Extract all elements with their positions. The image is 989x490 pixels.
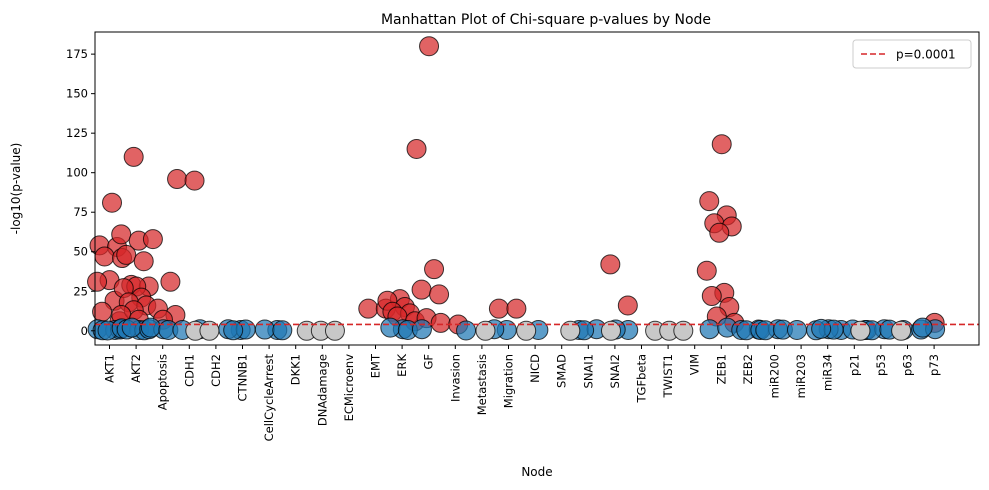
x-tick-label: VIM	[688, 354, 702, 375]
y-axis-label: -log10(p-value)	[9, 143, 23, 235]
data-point-significant	[133, 251, 154, 272]
y-tick-label: 0	[81, 324, 88, 338]
data-point-no-data	[850, 320, 871, 341]
data-point-significant	[184, 170, 205, 191]
y-tick-label: 50	[73, 245, 88, 259]
chart-title: Manhattan Plot of Chi-square p-values by…	[381, 12, 711, 28]
data-point-significant	[617, 295, 638, 316]
x-axis-label: Node	[521, 465, 552, 479]
x-tick-label: p63	[901, 354, 915, 376]
data-point-significant	[411, 279, 432, 300]
data-point-significant	[87, 271, 108, 292]
data-point-significant	[102, 192, 123, 213]
data-point-significant	[701, 285, 722, 306]
data-point-non-significant	[786, 319, 807, 340]
data-point-non-significant	[140, 317, 161, 338]
y-tick-label: 75	[73, 205, 88, 219]
y-tick-label: 125	[66, 126, 88, 140]
plot-frame	[94, 31, 980, 346]
x-tick-label: SNAI2	[608, 354, 622, 388]
x-tick-label: ZEB2	[741, 354, 755, 384]
x-tick-label: CellCycleArrest	[262, 354, 276, 442]
data-point-significant	[116, 244, 137, 265]
data-point-no-data	[475, 320, 496, 341]
x-tick-label: Apoptosis	[156, 354, 170, 410]
x-tick-label: EMT	[369, 353, 383, 378]
x-tick-label: GF	[422, 354, 436, 370]
data-point-non-significant	[272, 320, 293, 341]
data-point-non-significant	[811, 318, 832, 339]
data-point-significant	[429, 284, 450, 305]
x-tick-label: DNAdamage	[315, 354, 329, 426]
y-tick-label: 25	[73, 284, 88, 298]
x-tick-label: SNAI1	[581, 354, 595, 388]
x-tick-label: Metastasis	[475, 354, 489, 415]
data-point-significant	[358, 298, 379, 319]
data-point-non-significant	[699, 319, 720, 340]
data-point-significant	[94, 246, 115, 267]
data-point-non-significant	[121, 317, 142, 338]
x-tick-label: CTNNB1	[236, 354, 250, 401]
x-tick-label: NICD	[528, 354, 542, 383]
x-tick-label: SMAD	[555, 354, 569, 388]
x-tick-label: CDH1	[182, 354, 196, 387]
legend-box	[852, 39, 972, 69]
data-point-no-data	[891, 320, 912, 341]
data-point-significant	[142, 229, 163, 250]
data-point-non-significant	[380, 317, 401, 338]
data-point-non-significant	[223, 320, 244, 341]
x-tick-label: TWIST1	[661, 354, 675, 398]
x-tick-label: ECMicroenv	[342, 354, 356, 422]
data-point-significant	[430, 312, 451, 333]
x-tick-label: ERK	[395, 354, 409, 377]
data-point-no-data	[673, 320, 694, 341]
data-point-significant	[699, 191, 720, 212]
data-point-significant	[167, 169, 188, 190]
data-point-significant	[711, 134, 732, 155]
data-point-no-data	[516, 320, 537, 341]
x-tick-label: p21	[847, 354, 861, 376]
data-point-significant	[424, 259, 445, 280]
data-point-non-significant	[912, 317, 933, 338]
x-tick-label: DKK1	[289, 354, 303, 385]
points-layer	[87, 36, 946, 341]
x-tick-label: p53	[874, 354, 888, 376]
data-point-significant	[709, 222, 730, 243]
x-tick-label: Migration	[502, 354, 516, 408]
data-point-significant	[406, 138, 427, 159]
x-tick-label: miR203	[794, 354, 808, 398]
y-axis-ticks: 0 25 50 75 100 125 150 175	[66, 47, 95, 338]
x-tick-label: Invasion	[448, 354, 462, 402]
data-point-significant	[696, 260, 717, 281]
x-axis-ticks: AKT1 AKT2 Apoptosis CDH1 CDH2 CTNNB1 CellCycle…	[103, 345, 941, 442]
x-tick-label: miR200	[768, 354, 782, 398]
data-point-significant	[600, 254, 621, 275]
legend: p=0.0001	[852, 39, 972, 69]
y-tick-label: 175	[66, 47, 88, 61]
x-tick-label: p73	[927, 354, 941, 376]
x-tick-label: CDH2	[209, 354, 223, 387]
data-point-non-significant	[755, 320, 776, 341]
data-point-no-data	[600, 320, 621, 341]
x-tick-label: miR34	[821, 354, 835, 391]
data-point-non-significant	[254, 319, 275, 340]
x-tick-label: AKT2	[129, 354, 143, 383]
data-point-significant	[506, 298, 527, 319]
data-point-no-data	[199, 320, 220, 341]
x-tick-label: TGFbeta	[635, 354, 649, 403]
y-tick-label: 100	[66, 166, 88, 180]
data-point-non-significant	[411, 319, 432, 340]
data-point-significant	[111, 224, 132, 245]
data-point-no-data	[560, 320, 581, 341]
y-tick-label: 150	[66, 87, 88, 101]
legend-threshold-label: p=0.0001	[896, 48, 956, 62]
data-point-significant	[123, 146, 144, 167]
x-tick-label: ZEB1	[714, 354, 728, 384]
data-point-significant	[419, 36, 440, 57]
data-point-significant	[488, 298, 509, 319]
data-point-no-data	[324, 320, 345, 341]
data-point-significant	[160, 271, 181, 292]
x-tick-label: AKT1	[103, 354, 117, 383]
